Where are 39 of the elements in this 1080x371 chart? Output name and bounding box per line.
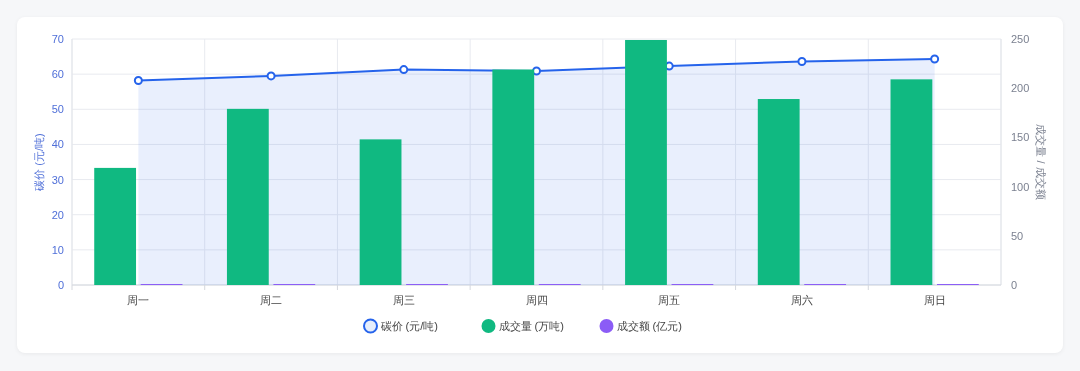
x-tick-label: 周一 (127, 294, 150, 306)
x-tick-label: 周日 (923, 294, 946, 306)
legend-label: 碳价 (元/吨) (379, 320, 438, 332)
y2-tick-label: 200 (1011, 82, 1030, 95)
y2-axis-title: 成交量 / 成交额 (1035, 124, 1047, 200)
bar (757, 99, 800, 285)
point (399, 65, 409, 75)
x-tick-label: 周六 (790, 294, 813, 306)
y-tick-label: 30 (51, 173, 64, 186)
y-tick-label: 70 (51, 33, 64, 45)
point (133, 75, 143, 85)
legend-label: 成交量 (万吨) (498, 320, 564, 332)
x-tick-label: 周五 (658, 294, 681, 306)
point (266, 71, 276, 81)
y-tick-label: 10 (51, 243, 64, 256)
point (797, 56, 807, 66)
y-tick-label: 0 (57, 279, 64, 291)
point (532, 66, 541, 76)
y2-tick-label: 250 (1011, 33, 1030, 45)
y2-tick-label: 50 (1011, 229, 1024, 242)
y2-tick-label: 100 (1011, 180, 1030, 193)
bar (94, 167, 137, 285)
y2-tick-label: 0 (1011, 279, 1018, 291)
bar (625, 39, 667, 285)
legend-label: 成交额 (亿元) (616, 320, 682, 332)
bar (492, 69, 535, 285)
bar (226, 108, 269, 285)
y2-tick-label: 150 (1011, 131, 1030, 144)
bar (359, 139, 402, 285)
y-axis-title: 碳价 (元/吨) (33, 133, 45, 192)
y-tick-label: 50 (51, 103, 64, 116)
bar (890, 79, 933, 285)
y-tick-label: 60 (51, 68, 64, 81)
x-tick-label: 周二 (260, 294, 283, 306)
x-tick-label: 周四 (525, 294, 548, 306)
point (930, 54, 940, 64)
y-tick-label: 20 (51, 208, 64, 221)
y-tick-label: 40 (51, 138, 64, 151)
x-tick-label: 周三 (392, 294, 415, 306)
